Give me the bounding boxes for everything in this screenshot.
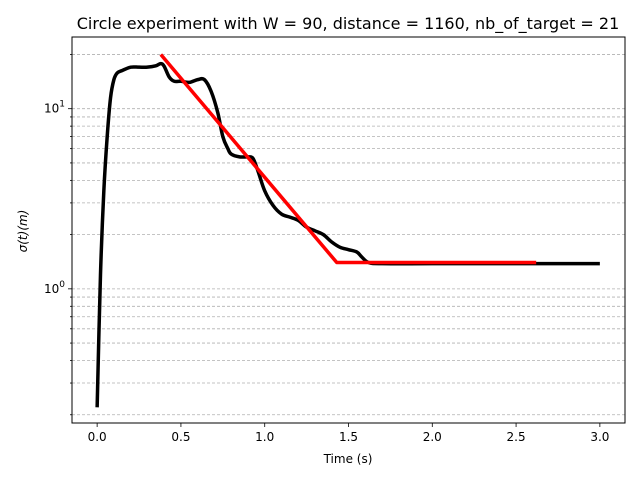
- y-tick-label: 101: [44, 100, 65, 116]
- x-tick-label: 0.0: [88, 430, 107, 444]
- series-layer: [95, 53, 600, 408]
- x-tick-label: 0.5: [171, 430, 190, 444]
- x-tick-label: 2.0: [423, 430, 442, 444]
- series-line-1: [159, 53, 537, 265]
- series-line-0: [95, 61, 600, 408]
- y-tick-exponent: 1: [59, 100, 65, 110]
- y-tick-label: 100: [44, 280, 65, 296]
- x-tick-label: 2.5: [507, 430, 526, 444]
- y-axis-ticks: 100 101: [44, 54, 72, 416]
- grid-lines: [72, 54, 625, 416]
- axes-frame: [71, 36, 626, 424]
- x-axis-ticks: 0.0 0.5 1.0 1.5 2.0 2.5 3.0: [88, 423, 609, 444]
- y-axis-label: σ(t)(m): [16, 210, 30, 253]
- chart-title: Circle experiment with W = 90, distance …: [77, 14, 620, 34]
- y-tick-exponent: 0: [59, 280, 65, 290]
- x-axis-label: Time (s): [323, 452, 373, 466]
- x-tick-label: 1.5: [339, 430, 358, 444]
- x-tick-label: 1.0: [255, 430, 274, 444]
- x-tick-label: 3.0: [590, 430, 609, 444]
